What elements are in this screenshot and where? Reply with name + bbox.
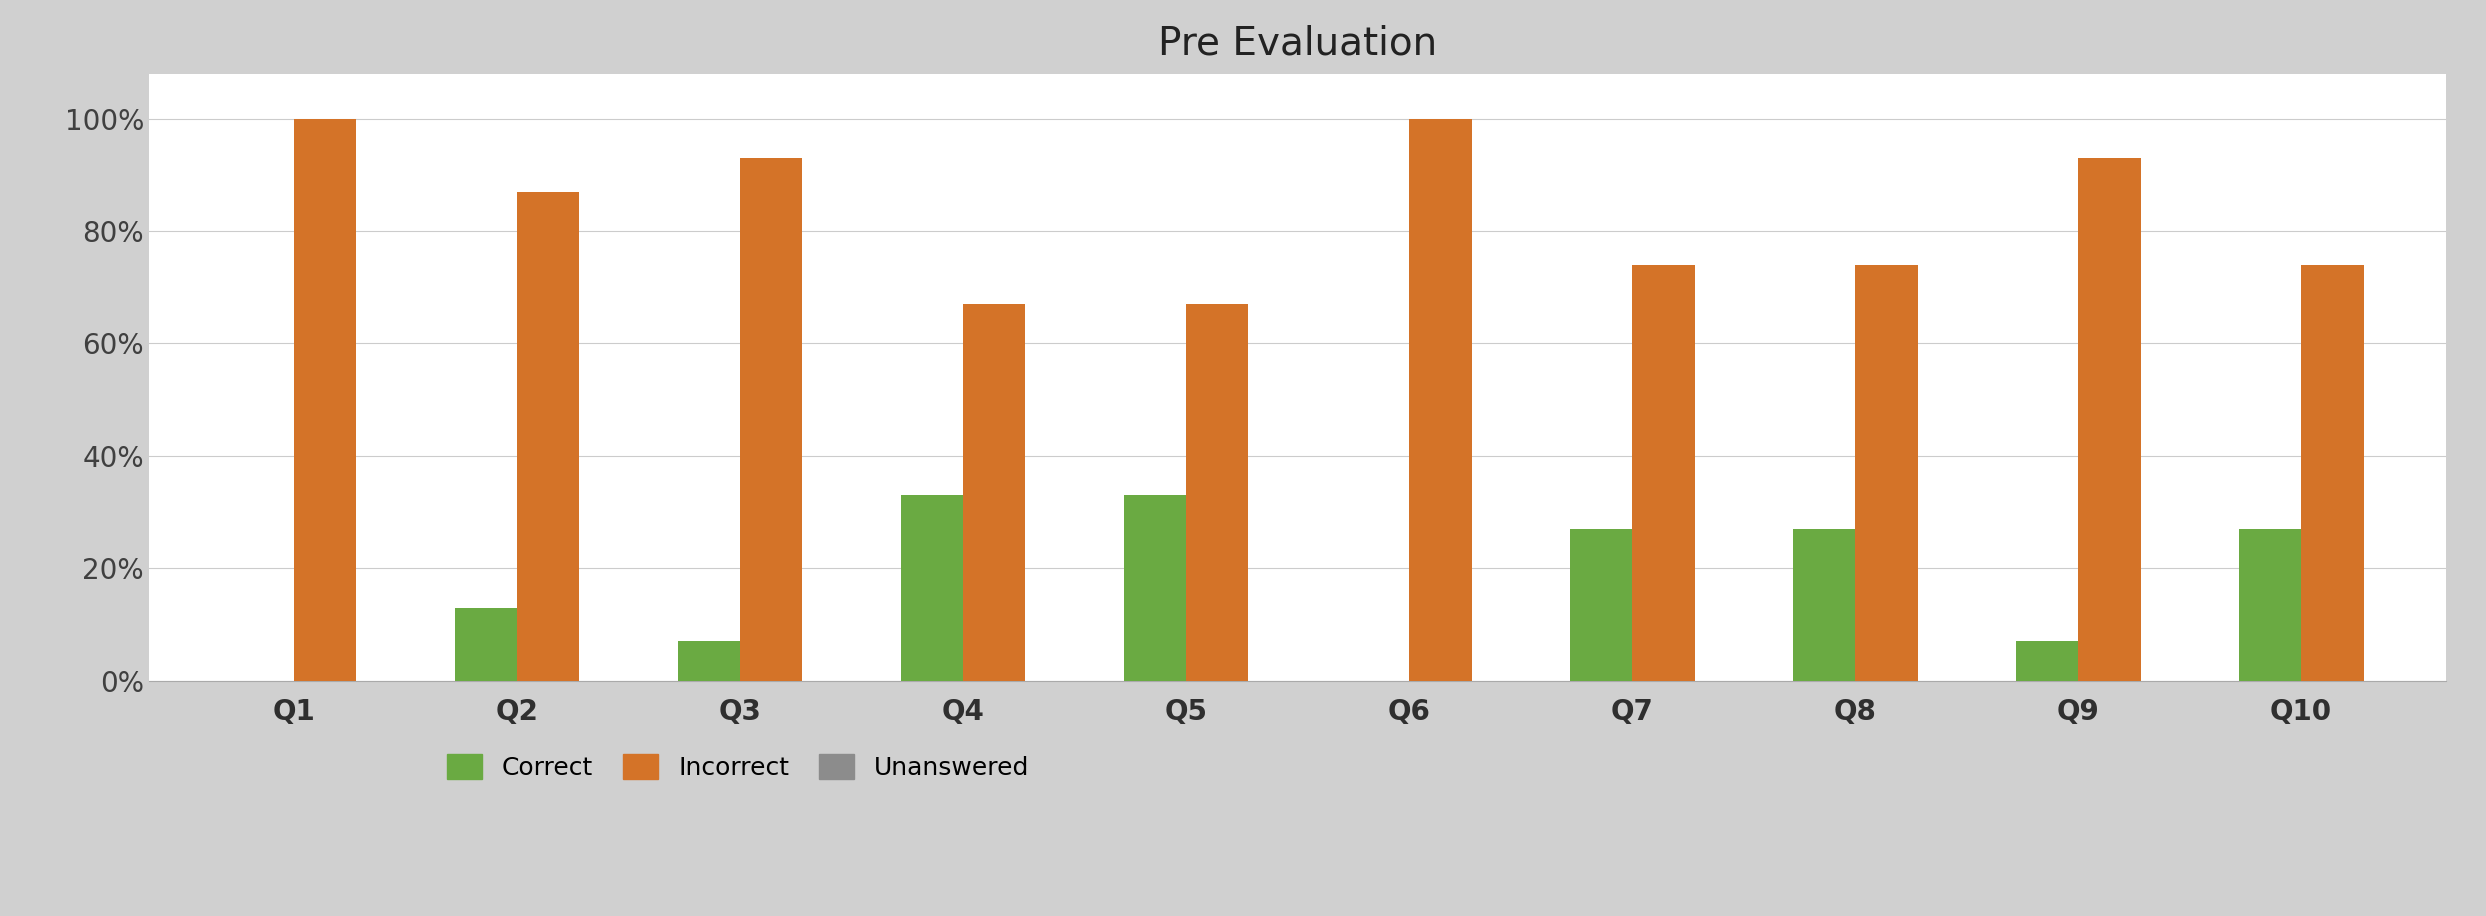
Bar <box>679 641 741 681</box>
Bar <box>517 191 579 681</box>
Bar <box>1186 304 1248 681</box>
Bar <box>293 118 355 681</box>
Bar <box>2078 158 2140 681</box>
Legend: Correct, Incorrect, Unanswered: Correct, Incorrect, Unanswered <box>438 744 1039 790</box>
Bar <box>455 607 517 681</box>
Bar <box>900 496 962 681</box>
Bar <box>1633 265 1695 681</box>
Bar <box>962 304 1024 681</box>
Bar <box>1855 265 1917 681</box>
Bar <box>1124 496 1186 681</box>
Bar <box>1569 529 1633 681</box>
Bar <box>2302 265 2364 681</box>
Bar <box>2240 529 2302 681</box>
Title: Pre Evaluation: Pre Evaluation <box>1158 24 1437 62</box>
Bar <box>741 158 803 681</box>
Bar <box>1792 529 1855 681</box>
Bar <box>2016 641 2078 681</box>
Bar <box>1410 118 1472 681</box>
